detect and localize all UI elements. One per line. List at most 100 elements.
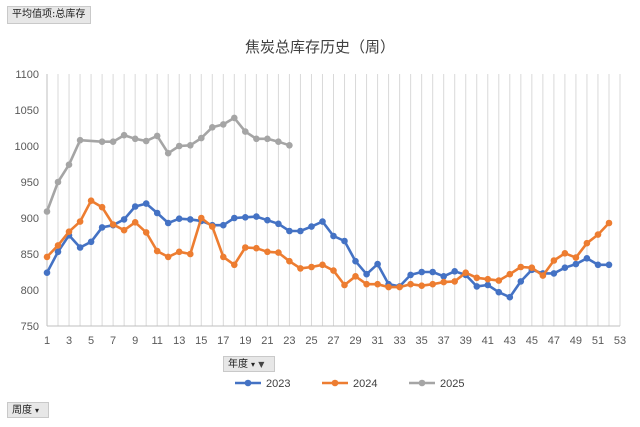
- data-point: [242, 214, 249, 221]
- data-point: [131, 203, 139, 210]
- chart-grid: [46, 74, 621, 326]
- data-point: [164, 149, 172, 157]
- data-point: [98, 138, 106, 145]
- x-tick-label: 7: [110, 335, 116, 347]
- pivot-values-field-button[interactable]: 平均值项:总库存: [7, 6, 91, 24]
- x-tick-label: 11: [151, 335, 162, 347]
- data-point: [76, 218, 84, 225]
- data-point: [242, 244, 249, 251]
- data-point: [462, 269, 470, 277]
- data-point: [484, 275, 492, 283]
- x-tick-label: 33: [393, 335, 405, 347]
- data-point: [550, 257, 558, 264]
- data-point: [175, 215, 183, 222]
- y-tick-label: 900: [21, 213, 39, 225]
- data-point: [473, 283, 481, 290]
- chart-title: 焦炭总库存历史（周）: [245, 38, 395, 56]
- data-point: [451, 278, 459, 285]
- data-point: [253, 213, 260, 220]
- data-point: [517, 278, 525, 285]
- data-point: [253, 135, 260, 143]
- data-point: [506, 270, 514, 278]
- x-tick-label: 27: [327, 335, 339, 347]
- filter-funnel-icon: ▼: [258, 360, 265, 369]
- legend-item-2023: 2023: [235, 378, 290, 390]
- legend-item-2025: 2025: [409, 378, 464, 390]
- data-point: [495, 288, 503, 296]
- data-point: [385, 283, 392, 291]
- data-point: [65, 161, 73, 168]
- data-point: [98, 203, 106, 211]
- data-point: [572, 254, 580, 261]
- data-point: [583, 239, 591, 247]
- x-tick-label: 45: [526, 335, 538, 347]
- data-point: [43, 253, 51, 261]
- data-point: [275, 249, 282, 256]
- legend-swatch-marker: [418, 379, 426, 387]
- series-2025: [43, 114, 293, 215]
- data-point: [407, 271, 414, 279]
- x-tick-label: 29: [349, 335, 361, 347]
- data-point: [594, 261, 602, 269]
- chart-legend: 2023 2024 2025: [235, 378, 464, 390]
- legend-item-2024: 2024: [322, 378, 377, 390]
- x-tick-label: 49: [570, 335, 582, 347]
- data-point: [142, 200, 150, 207]
- x-tick-label: 43: [504, 335, 516, 347]
- pivot-year-field-label: 年度: [228, 359, 248, 370]
- legend-swatch-marker: [244, 379, 252, 387]
- data-point: [120, 131, 128, 139]
- x-tick-label: 41: [482, 335, 494, 347]
- data-point: [286, 227, 293, 235]
- y-tick-label: 1050: [15, 105, 39, 117]
- data-point: [164, 253, 172, 261]
- pivot-week-field-button[interactable]: 周度 ▾: [7, 402, 49, 418]
- data-point: [54, 248, 62, 256]
- data-point: [242, 128, 249, 135]
- dropdown-arrow-icon: ▾: [251, 360, 256, 369]
- data-point: [153, 209, 161, 217]
- series-2024: [43, 197, 613, 291]
- data-point: [319, 218, 326, 225]
- data-point: [54, 178, 62, 186]
- data-point: [131, 135, 139, 143]
- legend-label: 2023: [266, 378, 290, 390]
- x-tick-label: 31: [371, 335, 383, 347]
- series-line-2025: [45, 116, 290, 212]
- data-point: [473, 274, 481, 282]
- pivot-year-filter-button[interactable]: 年度 ▾ ▼: [223, 356, 275, 372]
- legend-label: 2025: [440, 378, 464, 390]
- y-tick-label: 750: [21, 321, 39, 333]
- data-point: [98, 224, 106, 231]
- data-point: [187, 216, 194, 223]
- series-line-2023: [45, 202, 609, 299]
- data-point: [605, 219, 613, 227]
- data-point: [528, 264, 536, 272]
- x-tick-label: 19: [239, 335, 251, 347]
- data-point: [484, 281, 492, 289]
- data-point: [429, 268, 437, 276]
- data-point: [220, 253, 227, 261]
- series-2023: [43, 200, 613, 301]
- data-point: [87, 238, 95, 246]
- data-point: [220, 221, 227, 229]
- y-tick-label: 1000: [15, 141, 39, 153]
- data-point: [286, 142, 293, 149]
- data-point: [109, 221, 117, 228]
- dropdown-arrow-icon: ▾: [35, 406, 40, 415]
- data-point: [418, 282, 426, 290]
- data-point: [120, 216, 128, 223]
- data-point: [142, 229, 150, 236]
- data-point: [87, 197, 95, 204]
- x-tick-label: 17: [217, 335, 229, 347]
- data-point: [65, 228, 73, 235]
- data-point: [506, 293, 514, 301]
- data-point: [341, 237, 348, 245]
- x-tick-label: 3: [66, 335, 72, 347]
- data-point: [407, 280, 414, 288]
- data-point: [605, 261, 613, 269]
- data-point: [220, 121, 227, 128]
- y-tick-label: 800: [21, 285, 39, 297]
- data-point: [175, 142, 183, 150]
